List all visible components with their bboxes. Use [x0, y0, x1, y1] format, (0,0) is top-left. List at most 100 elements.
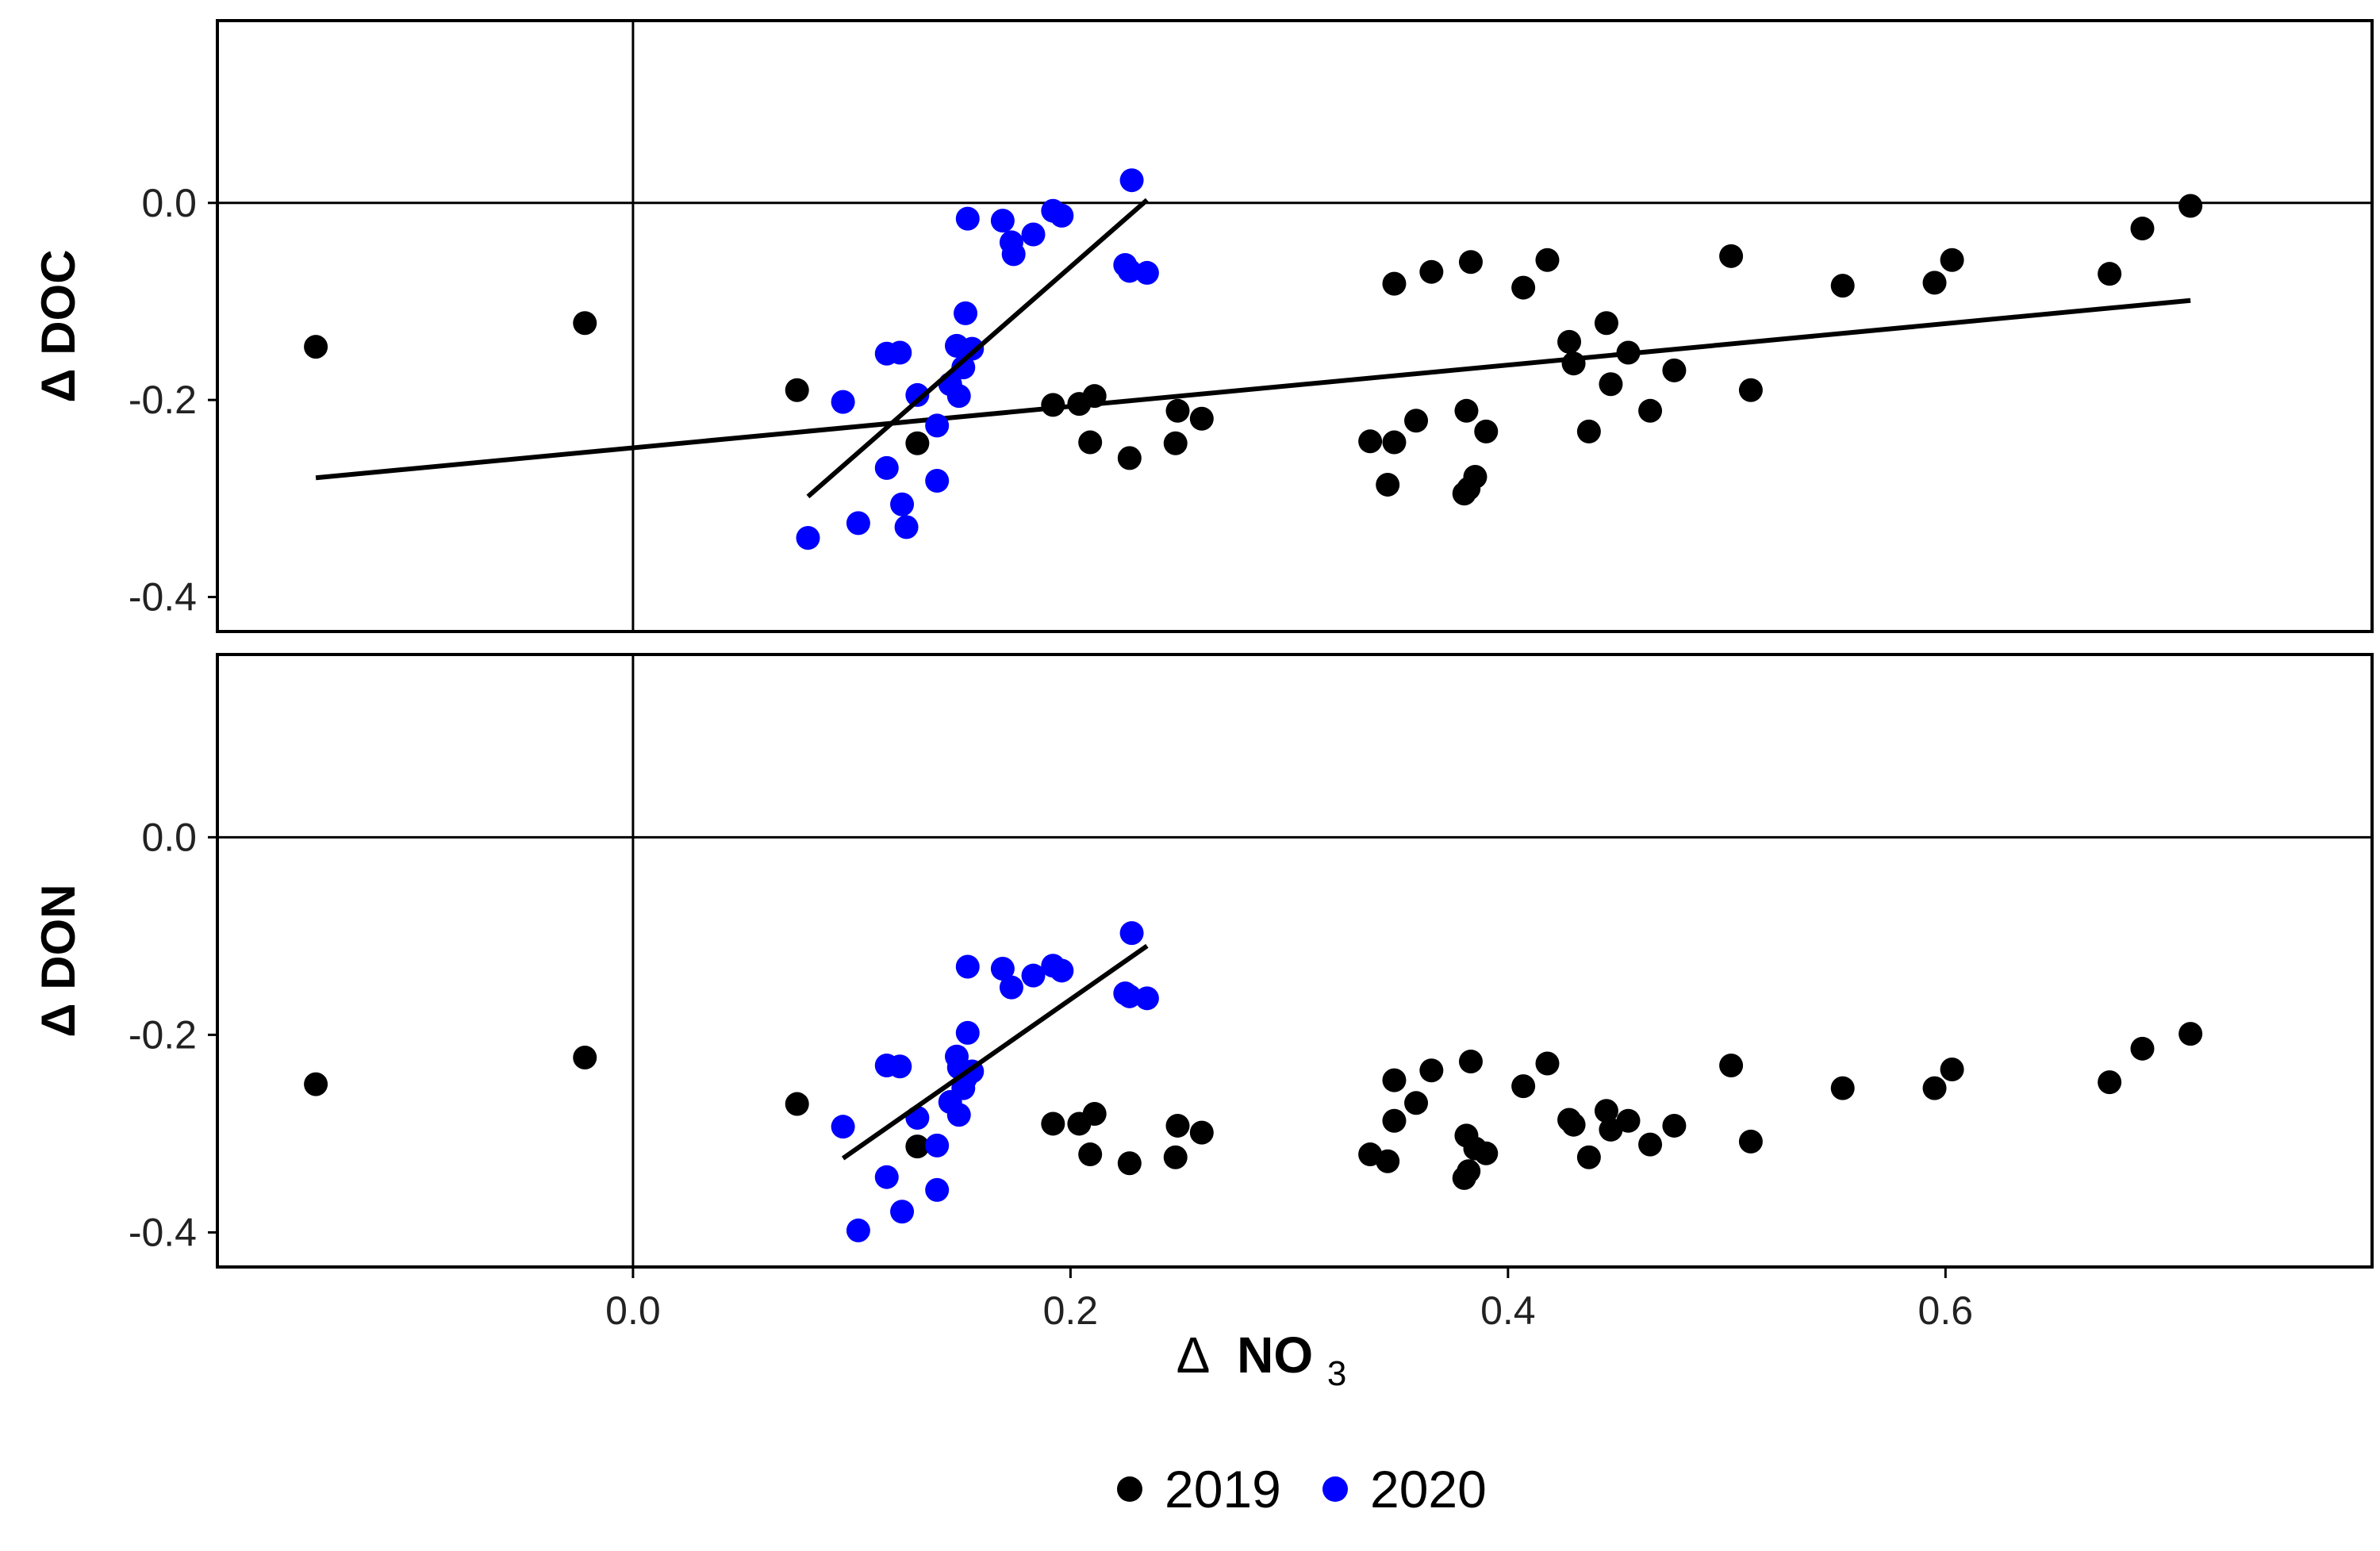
- point-2019: [1738, 1129, 1763, 1154]
- point-2020: [874, 455, 899, 480]
- legend-label-2019: 2019: [1165, 1460, 1281, 1518]
- point-2020: [890, 492, 915, 516]
- point-2019: [1082, 1102, 1107, 1126]
- point-2019: [1463, 465, 1488, 489]
- point-2020: [890, 1200, 915, 1224]
- legend-marker-2019: [1117, 1476, 1142, 1502]
- point-2019: [1830, 1076, 1855, 1100]
- point-2020: [999, 975, 1023, 1000]
- x-axis-label-delta: Δ: [1177, 1326, 1211, 1384]
- point-2020: [1119, 921, 1144, 946]
- point-2020: [1050, 958, 1074, 983]
- point-2019: [1382, 1068, 1407, 1092]
- point-2019: [1599, 372, 1623, 397]
- point-2020: [955, 206, 980, 231]
- point-2019: [1561, 351, 1586, 376]
- x-axis-label: Δ NO 3: [1177, 1326, 1347, 1393]
- point-2019: [573, 1046, 597, 1070]
- x-tick-label: 0.2: [1043, 1288, 1099, 1333]
- point-2019: [1561, 1112, 1586, 1137]
- point-2020: [1050, 203, 1074, 228]
- point-2019: [1474, 419, 1499, 443]
- point-2020: [874, 1165, 899, 1189]
- point-2020: [888, 340, 912, 365]
- point-2019: [785, 378, 809, 402]
- point-2019: [1358, 429, 1383, 454]
- panel-frame: [216, 653, 2374, 1269]
- panel-don: 0.0 -0.2 -0.4 Δ DON: [32, 653, 2374, 1269]
- point-2019: [2130, 1036, 2155, 1061]
- point-2019: [2178, 194, 2203, 218]
- point-2019: [1576, 419, 1601, 443]
- point-2020: [1134, 260, 1159, 285]
- point-2019: [1419, 1058, 1444, 1083]
- point-2019: [1535, 248, 1560, 272]
- point-2019: [1189, 1120, 1214, 1145]
- legend-marker-2020: [1322, 1476, 1348, 1502]
- point-2020: [955, 1020, 980, 1045]
- point-2019: [1719, 1053, 1744, 1077]
- point-2019: [2130, 217, 2155, 241]
- point-2020: [846, 1218, 870, 1242]
- point-2019: [1458, 250, 1483, 274]
- point-2019: [1163, 1145, 1188, 1169]
- point-2019: [1719, 244, 1744, 268]
- panel-doc: 0.0 -0.2 -0.4 Δ DOC: [32, 19, 2374, 633]
- y-tick-label: -0.4: [129, 575, 197, 620]
- point-2019: [304, 1072, 328, 1096]
- point-2019: [1940, 248, 1964, 272]
- point-2020: [1119, 168, 1144, 193]
- point-2020: [905, 382, 930, 407]
- point-2020: [831, 1115, 855, 1139]
- point-2019: [1454, 398, 1479, 423]
- x-axis-label-sub: 3: [1327, 1354, 1346, 1393]
- y-tick-label: -0.2: [129, 1012, 197, 1057]
- point-2020: [1021, 963, 1046, 988]
- point-2020: [1134, 986, 1159, 1011]
- point-2019: [1382, 1108, 1407, 1133]
- point-2019: [1474, 1141, 1499, 1165]
- point-2019: [1404, 409, 1429, 433]
- point-2019: [785, 1092, 809, 1116]
- point-2019: [1594, 311, 1618, 336]
- point-2020: [1021, 222, 1046, 247]
- point-2019: [1940, 1057, 1964, 1081]
- point-2020: [1001, 242, 1026, 267]
- point-2020: [925, 413, 950, 438]
- point-2019: [304, 335, 328, 359]
- point-2019: [1662, 358, 1687, 382]
- point-2020: [960, 336, 985, 361]
- point-2020: [831, 390, 855, 414]
- point-2020: [954, 301, 978, 325]
- point-2019: [1616, 1108, 1641, 1133]
- point-2020: [1117, 259, 1142, 283]
- point-2020: [925, 1177, 950, 1202]
- point-2020: [955, 954, 980, 979]
- y-tick-label: 0.0: [141, 815, 197, 859]
- fit-line-2020: [806, 198, 1149, 499]
- point-2019: [1535, 1051, 1560, 1076]
- point-2019: [1165, 1113, 1190, 1138]
- point-2020: [951, 355, 976, 380]
- point-2020: [990, 209, 1015, 233]
- y-tick-label: -0.2: [129, 378, 197, 422]
- point-2019: [1376, 472, 1400, 497]
- point-2020: [946, 1103, 971, 1127]
- point-2019: [573, 311, 597, 336]
- point-2020: [894, 515, 919, 539]
- point-2019: [1382, 271, 1407, 296]
- point-2019: [1830, 274, 1855, 298]
- point-2020: [846, 511, 870, 536]
- point-2019: [1922, 271, 1947, 295]
- fit-line-2019: [315, 298, 2191, 481]
- x-tick-label: 0.4: [1480, 1288, 1536, 1333]
- point-2019: [1078, 430, 1103, 455]
- y-tick-label: -0.4: [129, 1210, 197, 1254]
- point-2019: [1117, 446, 1142, 470]
- x-tick-label: 0.6: [1918, 1288, 1974, 1333]
- point-2019: [1382, 430, 1407, 455]
- legend-label-2020: 2020: [1370, 1460, 1487, 1518]
- point-2019: [1638, 1132, 1663, 1157]
